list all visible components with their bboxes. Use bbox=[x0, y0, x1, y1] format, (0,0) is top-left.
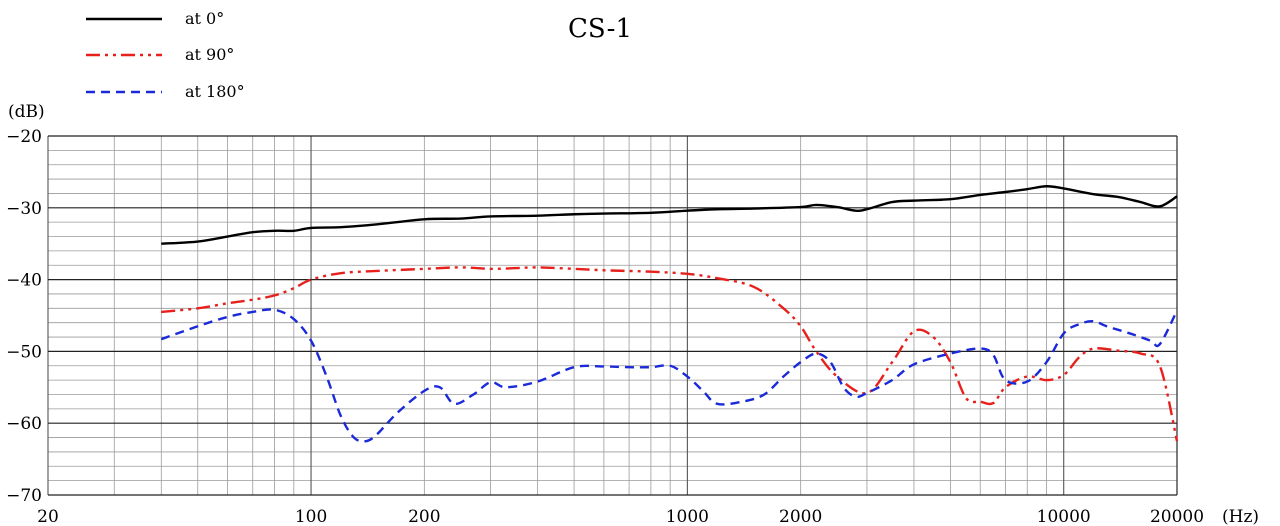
legend-label: at 0° bbox=[185, 9, 224, 28]
x-tick-label: 20 bbox=[37, 507, 59, 526]
x-tick-labels: 20 100 200 1000 2000 10000 20000 bbox=[37, 507, 1204, 526]
x-tick-label: 10000 bbox=[1037, 507, 1091, 526]
grid-major bbox=[47, 135, 1178, 496]
x-tick-label: 2000 bbox=[779, 507, 822, 526]
series-line-1 bbox=[161, 266, 1179, 442]
legend-label: at 90° bbox=[185, 45, 234, 64]
legend: at 0° at 90° at 180° bbox=[86, 9, 245, 101]
y-tick-label: −70 bbox=[6, 486, 42, 506]
y-tick-label: −20 bbox=[6, 127, 42, 147]
y-tick-labels: −20 −30 −40 −50 −60 −70 bbox=[6, 127, 42, 506]
x-tick-label: 200 bbox=[408, 507, 440, 526]
x-tick-label: 100 bbox=[295, 507, 327, 526]
y-tick-label: −60 bbox=[6, 414, 42, 434]
x-axis-label: (Hz) bbox=[1222, 507, 1259, 526]
x-tick-label: 20000 bbox=[1150, 507, 1204, 526]
y-axis-label: (dB) bbox=[8, 102, 45, 122]
x-tick-label: 1000 bbox=[666, 507, 709, 526]
y-tick-label: −30 bbox=[6, 199, 42, 219]
plot-series bbox=[160, 185, 1179, 443]
y-tick-label: −40 bbox=[6, 271, 42, 291]
y-tick-label: −50 bbox=[6, 342, 42, 362]
chart-title: CS-1 bbox=[568, 14, 632, 44]
legend-label: at 180° bbox=[185, 82, 245, 101]
series-line-0 bbox=[161, 185, 1178, 245]
